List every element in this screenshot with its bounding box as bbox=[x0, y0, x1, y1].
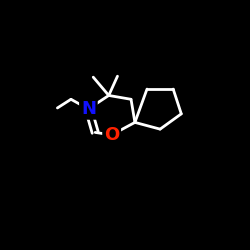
Text: N: N bbox=[81, 100, 96, 118]
Text: O: O bbox=[104, 126, 119, 144]
